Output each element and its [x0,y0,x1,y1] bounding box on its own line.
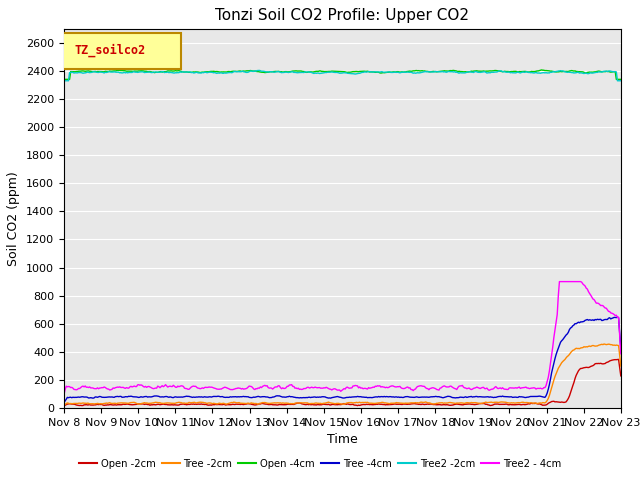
Title: Tonzi Soil CO2 Profile: Upper CO2: Tonzi Soil CO2 Profile: Upper CO2 [216,9,469,24]
Y-axis label: Soil CO2 (ppm): Soil CO2 (ppm) [8,171,20,266]
Text: TZ_soilco2: TZ_soilco2 [74,44,145,57]
FancyBboxPatch shape [61,33,181,69]
Legend: Open -2cm, Tree -2cm, Open -4cm, Tree -4cm, Tree2 -2cm, Tree2 - 4cm: Open -2cm, Tree -2cm, Open -4cm, Tree -4… [75,455,565,473]
X-axis label: Time: Time [327,433,358,446]
